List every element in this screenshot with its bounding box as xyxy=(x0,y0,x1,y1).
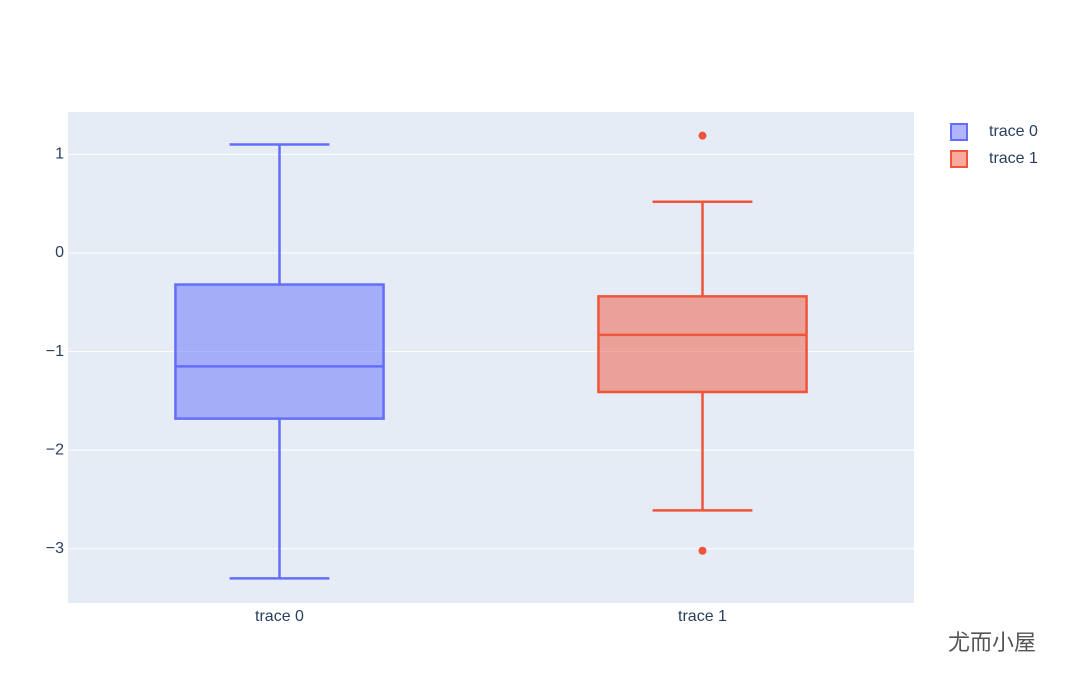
box xyxy=(174,283,385,420)
outlier xyxy=(698,131,707,140)
y-tick-label: 1 xyxy=(55,146,64,163)
x-tick-label: trace 1 xyxy=(678,608,727,625)
outlier xyxy=(698,546,707,555)
y-tick-label: −2 xyxy=(46,441,64,458)
box xyxy=(597,295,808,394)
y-tick-label: 0 xyxy=(55,244,64,261)
y-tick-label: −3 xyxy=(46,540,64,557)
legend-label: trace 1 xyxy=(989,150,1038,167)
legend-swatch xyxy=(950,150,968,168)
legend-swatch xyxy=(950,123,968,141)
x-tick-label: trace 0 xyxy=(255,608,304,625)
legend-label: trace 0 xyxy=(989,123,1038,140)
watermark: 尤而小屋 xyxy=(948,630,1036,655)
y-tick-label: −1 xyxy=(46,343,64,360)
